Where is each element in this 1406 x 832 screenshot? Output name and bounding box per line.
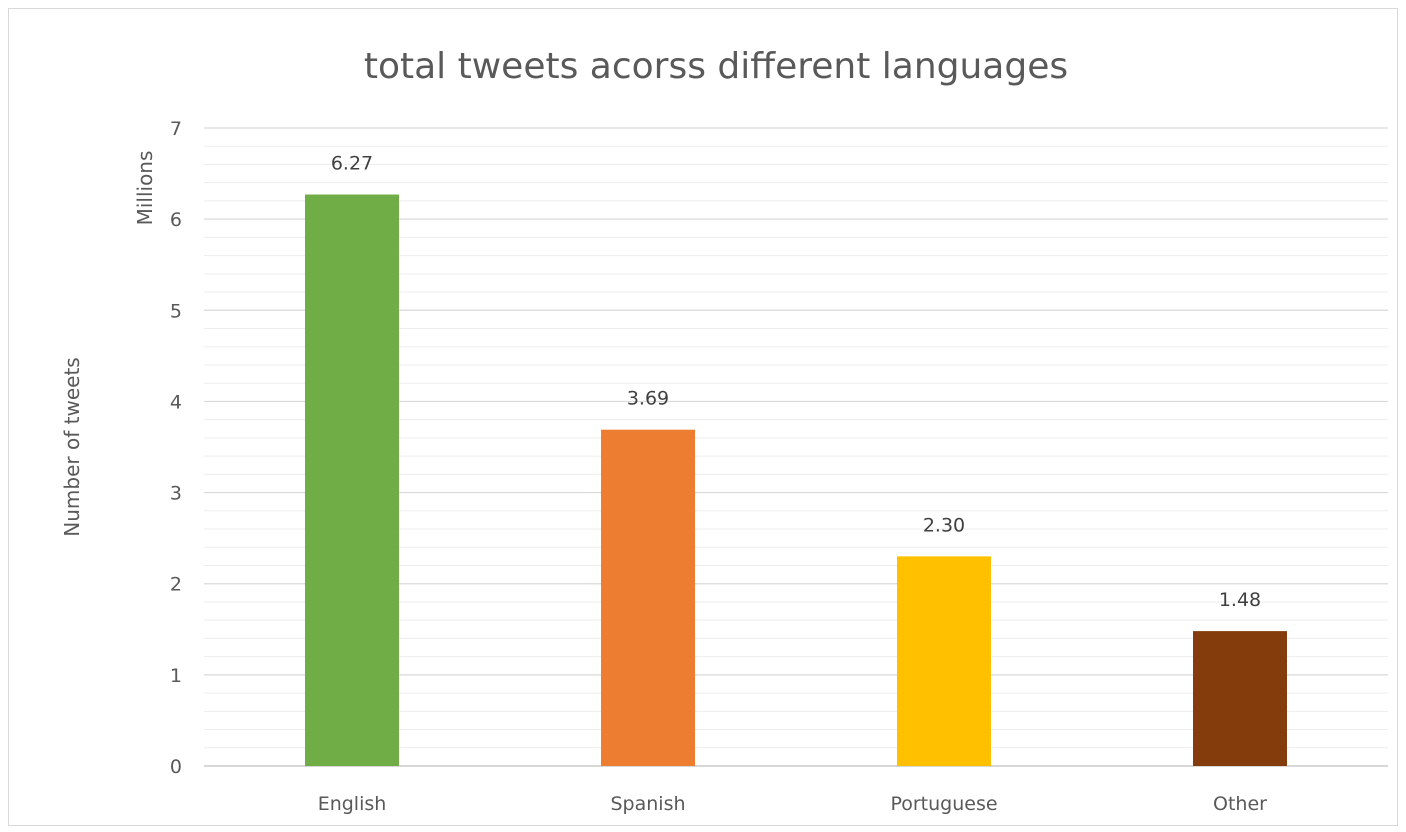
bar-other	[1193, 631, 1287, 766]
x-tick-label: Portuguese	[890, 793, 997, 815]
x-tick-label: Spanish	[610, 793, 685, 815]
x-tick-label: English	[318, 793, 387, 815]
data-label: 6.27	[331, 153, 373, 175]
y-tick-label: 5	[170, 300, 182, 322]
data-label: 1.48	[1219, 589, 1261, 611]
y-axis-unit-label: Millions	[133, 151, 157, 226]
bar-spanish	[601, 429, 695, 766]
chart-title: total tweets acorss different languages	[364, 46, 1068, 87]
y-tick-label: 0	[170, 756, 182, 778]
y-tick-label: 2	[170, 574, 182, 596]
y-axis-title: Number of tweets	[60, 357, 84, 536]
bar-english	[305, 194, 399, 766]
y-tick-label: 3	[170, 483, 182, 505]
data-labels: 6.27 3.69 2.30 1.48	[331, 153, 1261, 612]
x-axis-labels: English Spanish Portuguese Other	[318, 793, 1267, 815]
bar-portuguese	[897, 556, 991, 766]
y-tick-label: 1	[170, 665, 182, 687]
y-tick-label: 4	[170, 391, 182, 413]
bars	[305, 194, 1287, 766]
y-tick-label: 7	[170, 118, 182, 140]
x-tick-label: Other	[1213, 793, 1267, 815]
gridlines	[204, 127, 1388, 767]
y-axis-ticks: 0 1 2 3 4 5 6 7	[170, 118, 182, 778]
data-label: 3.69	[627, 388, 669, 410]
data-label: 2.30	[923, 514, 965, 536]
y-tick-label: 6	[170, 209, 182, 231]
chart-frame	[8, 8, 1398, 826]
